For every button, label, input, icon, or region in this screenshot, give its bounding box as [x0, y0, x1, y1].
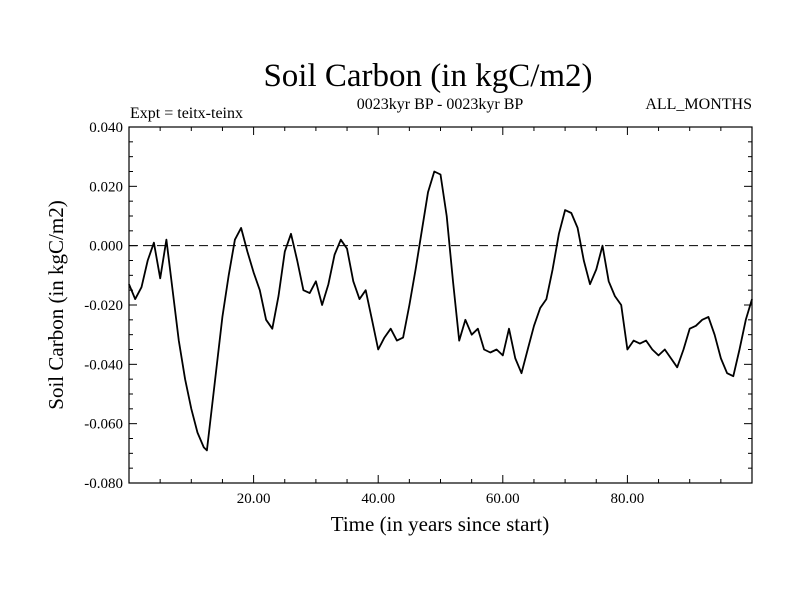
- y-tick-label: 0.040: [89, 120, 123, 136]
- x-axis-label: Time (in years since start): [331, 512, 550, 536]
- experiment-label: Expt = teitx-teinx: [130, 105, 243, 122]
- chart-title: Soil Carbon (in kgC/m2): [263, 58, 592, 94]
- y-axis-label: Soil Carbon (in kgC/m2): [44, 200, 68, 409]
- y-tick-label: -0.080: [84, 476, 123, 492]
- x-tick-label: 20.00: [237, 491, 271, 507]
- months-label: ALL_MONTHS: [645, 96, 752, 113]
- x-tick-label: 80.00: [611, 491, 645, 507]
- chart-subtitle: 0023kyr BP - 0023kyr BP: [357, 96, 524, 113]
- y-tick-label: 0.020: [89, 179, 123, 195]
- x-tick-label: 40.00: [361, 491, 395, 507]
- series-line-soil-carbon: [128, 170, 753, 452]
- y-tick-label: 0.000: [89, 239, 123, 255]
- y-tick-label: -0.060: [84, 417, 123, 433]
- y-tick-label: -0.020: [84, 298, 123, 314]
- x-tick-label: 60.00: [486, 491, 520, 507]
- y-tick-label: -0.040: [84, 357, 123, 373]
